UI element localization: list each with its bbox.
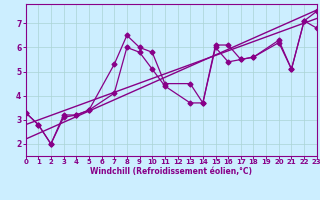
X-axis label: Windchill (Refroidissement éolien,°C): Windchill (Refroidissement éolien,°C) [90, 167, 252, 176]
